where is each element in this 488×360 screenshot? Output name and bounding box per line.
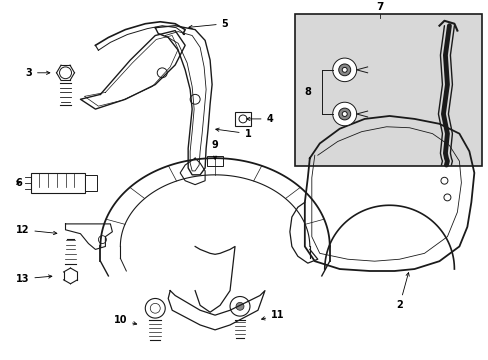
Text: 11: 11 — [261, 310, 284, 320]
Text: 12: 12 — [16, 225, 57, 235]
Circle shape — [342, 112, 346, 116]
Circle shape — [332, 102, 356, 126]
Text: 8: 8 — [304, 87, 311, 98]
Circle shape — [338, 64, 350, 76]
Text: 7: 7 — [375, 2, 383, 12]
Bar — [31, 173, 85, 193]
Circle shape — [342, 67, 346, 72]
Bar — [294, 14, 481, 166]
Text: 1: 1 — [215, 128, 251, 139]
Text: 9: 9 — [211, 140, 218, 159]
Text: 5: 5 — [188, 19, 228, 29]
Text: 3: 3 — [25, 68, 50, 78]
Bar — [235, 112, 250, 126]
Circle shape — [332, 58, 356, 82]
Text: 4: 4 — [246, 114, 273, 124]
Circle shape — [236, 302, 244, 310]
Text: 6: 6 — [15, 178, 22, 188]
Text: 10: 10 — [113, 315, 137, 325]
Text: 13: 13 — [16, 274, 52, 284]
Text: 2: 2 — [395, 273, 408, 310]
Circle shape — [338, 108, 350, 120]
Bar — [85, 175, 97, 190]
Bar — [207, 156, 223, 166]
